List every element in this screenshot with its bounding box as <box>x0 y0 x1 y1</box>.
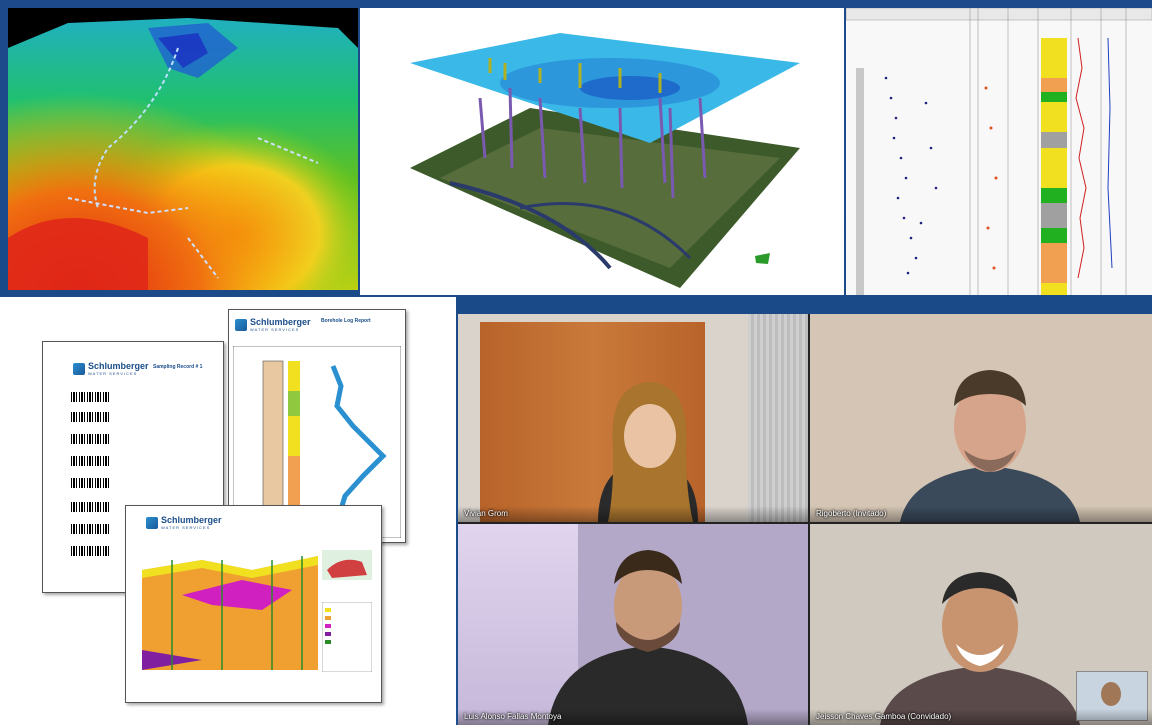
window-blinds <box>748 314 808 522</box>
barcode <box>71 524 111 534</box>
cross-section-document: Schlumberger WATER SERVICES <box>125 505 382 703</box>
self-view-thumbnail[interactable] <box>1076 671 1148 721</box>
video-call-grid: Vivian Grom Rigoberto (Invitado) Luis Al… <box>458 314 1152 725</box>
participant-video <box>598 382 698 522</box>
brand-subtitle: WATER SERVICES <box>250 327 300 332</box>
self-view-person <box>1101 682 1121 706</box>
cross-section-graphic <box>142 556 318 670</box>
document-title: Sampling Record # 1 <box>153 364 203 370</box>
document-title: Borehole Log Report <box>321 318 371 324</box>
brand-subtitle: WATER SERVICES <box>88 371 138 376</box>
barcode <box>71 546 111 556</box>
brand-name: Schlumberger <box>161 515 222 525</box>
participant-tile[interactable]: Luis Alonso Fallas Montoya <box>458 524 808 725</box>
groundwater-model-render <box>360 8 844 295</box>
groundwater-3d-model-image <box>360 8 844 295</box>
terrain-3d-image <box>8 8 358 290</box>
schlumberger-logo: Schlumberger WATER SERVICES <box>73 362 149 376</box>
name-overlay <box>458 709 808 725</box>
legend-graphic <box>322 602 372 672</box>
name-overlay <box>810 709 1152 725</box>
barcode <box>71 478 111 488</box>
participant-name: Luis Alonso Fallas Montoya <box>464 712 562 721</box>
room-background <box>458 524 578 725</box>
participant-video <box>548 550 748 725</box>
participant-tile[interactable]: Jeisson Chaves Gamboa (Convidado) <box>810 524 1152 725</box>
participant-name: Rigoberto (Invitado) <box>816 509 887 518</box>
barcode <box>71 456 111 466</box>
well-log-chart-image <box>846 8 1152 295</box>
participant-video <box>880 572 1080 725</box>
reports-collage: Schlumberger WATER SERVICES Sampling Rec… <box>0 297 456 725</box>
brand-name: Schlumberger <box>250 317 311 327</box>
barcode <box>71 502 111 512</box>
participant-video <box>900 370 1080 522</box>
participant-name: Vivian Grom <box>464 509 508 518</box>
terrain-surface <box>8 8 358 290</box>
name-overlay <box>810 506 1152 522</box>
well-log-columns <box>846 8 1152 295</box>
participant-tile[interactable]: Rigoberto (Invitado) <box>810 314 1152 522</box>
schlumberger-logo: Schlumberger WATER SERVICES <box>146 516 222 530</box>
brand-subtitle: WATER SERVICES <box>161 525 211 530</box>
schlumberger-logo: Schlumberger WATER SERVICES <box>235 318 311 332</box>
barcode <box>71 392 111 402</box>
participant-tile[interactable]: Vivian Grom <box>458 314 808 522</box>
participant-name: Jeisson Chaves Gamboa (Convidado) <box>816 712 952 721</box>
barcode <box>71 412 111 422</box>
brand-name: Schlumberger <box>88 361 149 371</box>
name-overlay <box>458 506 808 522</box>
barcode <box>71 434 111 444</box>
location-map-inset <box>322 550 372 580</box>
